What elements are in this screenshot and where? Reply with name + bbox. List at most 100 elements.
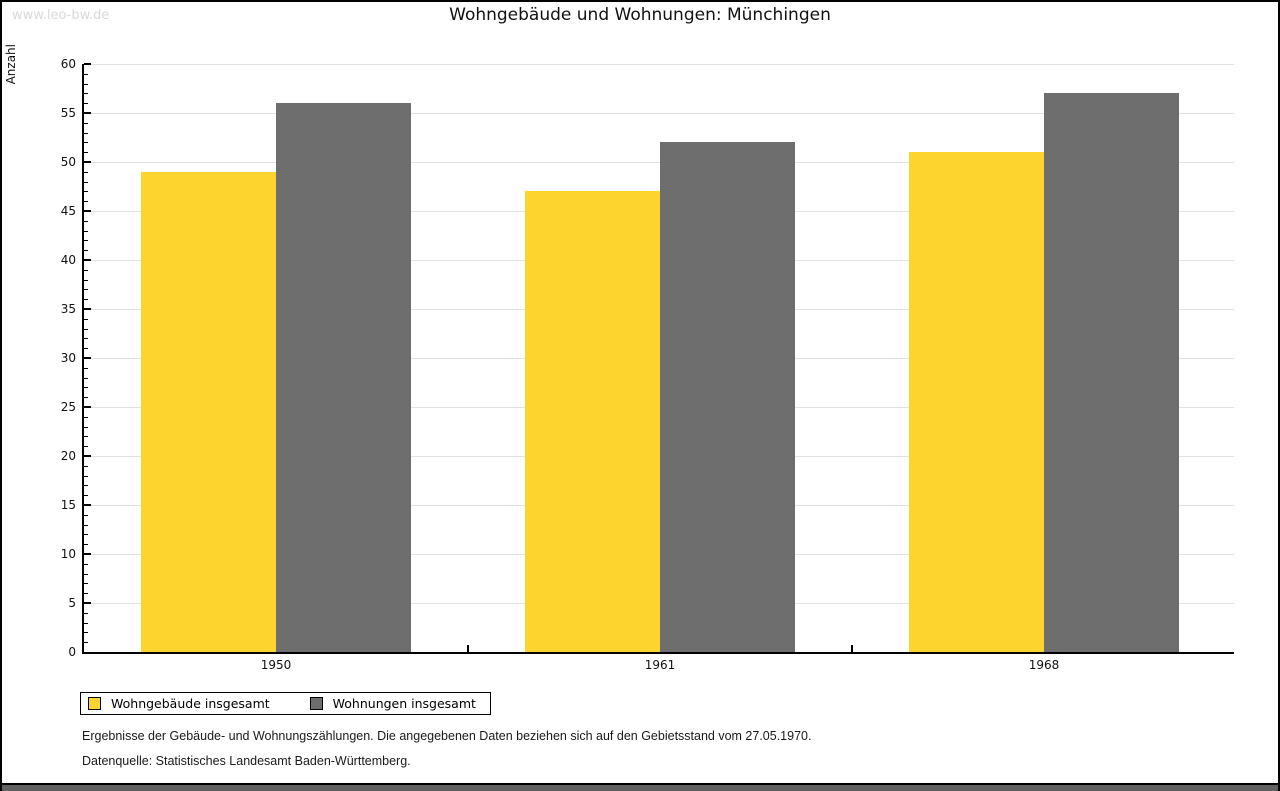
y-tick-label-45: 45 <box>60 204 76 218</box>
y-tick-label-25: 25 <box>60 400 76 414</box>
y-tick-15 <box>84 504 91 506</box>
y-tick-18 <box>84 475 88 477</box>
y-tick-16 <box>84 495 88 497</box>
y-tick-53 <box>84 132 88 134</box>
gridline-50 <box>84 162 1234 163</box>
y-tick-label-10: 10 <box>60 547 76 562</box>
chart-legend: Wohngebäude insgesamt Wohnungen insgesamt <box>80 692 491 715</box>
footnote-gebietsstand: Ergebnisse der Gebäude- und Wohnungszähl… <box>82 729 812 743</box>
y-tick-1 <box>84 642 88 644</box>
y-tick-20 <box>84 455 91 458</box>
y-tick-label-20: 20 <box>60 449 76 464</box>
y-tick-60 <box>84 63 91 65</box>
legend-swatch-series2 <box>309 697 323 710</box>
y-tick-label-50: 50 <box>60 155 76 169</box>
y-tick-13 <box>84 524 88 526</box>
y-tick-label-0: 0 <box>68 645 76 659</box>
y-tick-28 <box>84 377 88 379</box>
y-tick-17 <box>84 485 88 487</box>
y-tick-label-5: 5 <box>68 596 76 611</box>
y-tick-8 <box>84 573 88 575</box>
leo-bw-watermark: www.leo-bw.de <box>12 8 110 23</box>
y-tick-54 <box>84 122 88 124</box>
y-tick-3 <box>84 622 88 624</box>
y-tick-10 <box>84 553 91 556</box>
y-tick-33 <box>84 328 88 330</box>
bar-1950-series1 <box>141 171 276 652</box>
y-tick-37 <box>84 289 88 291</box>
y-tick-label-30: 30 <box>60 351 76 365</box>
y-tick-19 <box>84 465 88 467</box>
y-tick-2 <box>84 632 88 634</box>
y-tick-32 <box>84 338 88 340</box>
y-tick-4 <box>84 612 88 614</box>
x-label-1950: 1950 <box>260 658 292 672</box>
y-tick-55 <box>84 112 91 114</box>
y-tick-27 <box>84 387 88 389</box>
y-tick-label-40: 40 <box>60 253 76 268</box>
y-tick-9 <box>84 563 88 565</box>
y-tick-56 <box>84 103 88 105</box>
legend-item-series2: Wohnungen insgesamt <box>309 696 476 711</box>
y-tick-14 <box>84 514 88 516</box>
gridline-55 <box>84 113 1234 114</box>
y-tick-22 <box>84 436 88 438</box>
y-tick-31 <box>84 348 88 350</box>
y-tick-23 <box>84 426 88 428</box>
y-tick-48 <box>84 181 88 183</box>
bar-1961-series1 <box>525 191 660 652</box>
y-tick-34 <box>84 318 88 320</box>
y-tick-11 <box>84 544 88 546</box>
y-tick-21 <box>84 446 88 448</box>
y-tick-46 <box>84 201 88 203</box>
y-tick-35 <box>84 308 91 310</box>
y-tick-58 <box>84 83 88 85</box>
y-tick-12 <box>84 534 88 536</box>
y-tick-47 <box>84 191 88 193</box>
y-tick-41 <box>84 250 88 252</box>
chart-title: Wohngebäude und Wohnungen: Münchingen <box>449 5 831 25</box>
legend-label-series1: Wohngebäude insgesamt <box>111 696 270 711</box>
y-tick-51 <box>84 152 88 154</box>
y-tick-7 <box>84 583 88 585</box>
y-tick-36 <box>84 299 88 301</box>
y-tick-25 <box>84 406 91 408</box>
y-tick-50 <box>84 161 91 163</box>
y-tick-38 <box>84 279 88 281</box>
y-tick-40 <box>84 259 91 262</box>
y-tick-label-55: 55 <box>60 106 76 120</box>
y-tick-label-60: 60 <box>60 57 76 71</box>
x-label-1968: 1968 <box>1028 658 1060 672</box>
bar-1950-series2 <box>276 103 411 652</box>
y-tick-49 <box>84 171 88 173</box>
y-tick-39 <box>84 269 88 271</box>
y-tick-57 <box>84 93 88 95</box>
x-separator-tick-2 <box>851 645 853 652</box>
bar-1961-series2 <box>660 142 795 652</box>
y-tick-30 <box>84 357 91 359</box>
y-tick-42 <box>84 240 88 242</box>
y-tick-59 <box>84 73 88 75</box>
y-tick-44 <box>84 220 88 222</box>
y-tick-5 <box>84 602 91 605</box>
y-tick-label-35: 35 <box>60 302 76 316</box>
y-tick-26 <box>84 397 88 399</box>
gridline-60 <box>84 64 1234 65</box>
bar-1968-series1 <box>909 152 1044 652</box>
x-label-1961: 1961 <box>644 658 676 672</box>
x-separator-tick-1 <box>467 645 469 652</box>
legend-item-series1: Wohngebäude insgesamt <box>88 696 270 711</box>
y-tick-29 <box>84 367 88 369</box>
legend-swatch-series1 <box>88 697 101 710</box>
y-tick-6 <box>84 593 88 595</box>
bar-1968-series2 <box>1044 93 1179 652</box>
footnote-datenquelle: Datenquelle: Statistisches Landesamt Bad… <box>82 754 411 768</box>
y-axis-title: Anzahl <box>4 44 18 85</box>
y-tick-24 <box>84 416 88 418</box>
legend-label-series2: Wohnungen insgesamt <box>332 696 476 711</box>
y-tick-43 <box>84 230 88 232</box>
window-bottom-edge <box>2 783 1278 791</box>
plot-area: 0 5 10 15 20 25 30 35 40 45 50 55 60 1950 1961 1968 <box>61 57 1234 672</box>
y-tick-52 <box>84 142 88 144</box>
